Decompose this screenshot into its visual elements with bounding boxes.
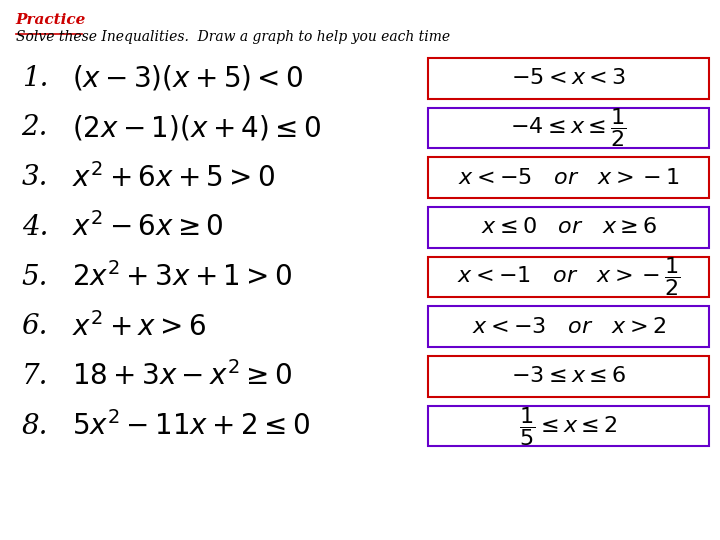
FancyBboxPatch shape — [428, 207, 709, 247]
FancyBboxPatch shape — [428, 157, 709, 198]
Text: 8.: 8. — [22, 413, 48, 440]
Text: $x < -3 \quad or \quad x > 2$: $x < -3 \quad or \quad x > 2$ — [472, 316, 666, 338]
Text: $x^2 - 6x \geq 0$: $x^2 - 6x \geq 0$ — [72, 212, 224, 242]
Text: $5x^2 - 11x + 2 \leq 0$: $5x^2 - 11x + 2 \leq 0$ — [72, 411, 310, 441]
Text: 5.: 5. — [22, 264, 48, 291]
FancyBboxPatch shape — [428, 257, 709, 297]
Text: Practice: Practice — [16, 14, 86, 28]
Text: $x^2 + 6x + 5 > 0$: $x^2 + 6x + 5 > 0$ — [72, 163, 276, 193]
Text: 3.: 3. — [22, 164, 48, 191]
Text: $-3 \leq x \leq 6$: $-3 \leq x \leq 6$ — [511, 366, 626, 387]
Text: 4.: 4. — [22, 214, 48, 241]
Text: $x < -1 \quad or \quad x > -\dfrac{1}{2}$: $x < -1 \quad or \quad x > -\dfrac{1}{2}… — [457, 255, 680, 299]
Text: $x < -5 \quad or \quad x > -1$: $x < -5 \quad or \quad x > -1$ — [458, 167, 680, 188]
Text: 6.: 6. — [22, 313, 48, 340]
FancyBboxPatch shape — [428, 406, 709, 446]
FancyBboxPatch shape — [428, 356, 709, 396]
Text: $-4 \leq x \leq \dfrac{1}{2}$: $-4 \leq x \leq \dfrac{1}{2}$ — [510, 106, 627, 150]
Text: $18 + 3x - x^2 \geq 0$: $18 + 3x - x^2 \geq 0$ — [72, 361, 292, 392]
Text: $-5 < x < 3$: $-5 < x < 3$ — [511, 68, 626, 89]
Text: $2x^2 + 3x + 1 > 0$: $2x^2 + 3x + 1 > 0$ — [72, 262, 292, 292]
Text: $x^2 + x > 6$: $x^2 + x > 6$ — [72, 312, 206, 342]
Text: $\dfrac{1}{5} \leq x \leq 2$: $\dfrac{1}{5} \leq x \leq 2$ — [520, 404, 618, 448]
Text: 7.: 7. — [22, 363, 48, 390]
FancyBboxPatch shape — [428, 58, 709, 98]
Text: Solve these Inequalities.  Draw a graph to help you each time: Solve these Inequalities. Draw a graph t… — [16, 30, 450, 44]
Text: $(x-3)(x+5) < 0$: $(x-3)(x+5) < 0$ — [72, 64, 304, 93]
Text: $x \leq 0 \quad or \quad x \geq 6$: $x \leq 0 \quad or \quad x \geq 6$ — [480, 217, 657, 238]
Text: 1.: 1. — [22, 65, 48, 92]
Text: $(2x-1)(x+4) \leq 0$: $(2x-1)(x+4) \leq 0$ — [72, 113, 321, 143]
Text: 2.: 2. — [22, 114, 48, 141]
FancyBboxPatch shape — [428, 108, 709, 148]
FancyBboxPatch shape — [428, 306, 709, 347]
